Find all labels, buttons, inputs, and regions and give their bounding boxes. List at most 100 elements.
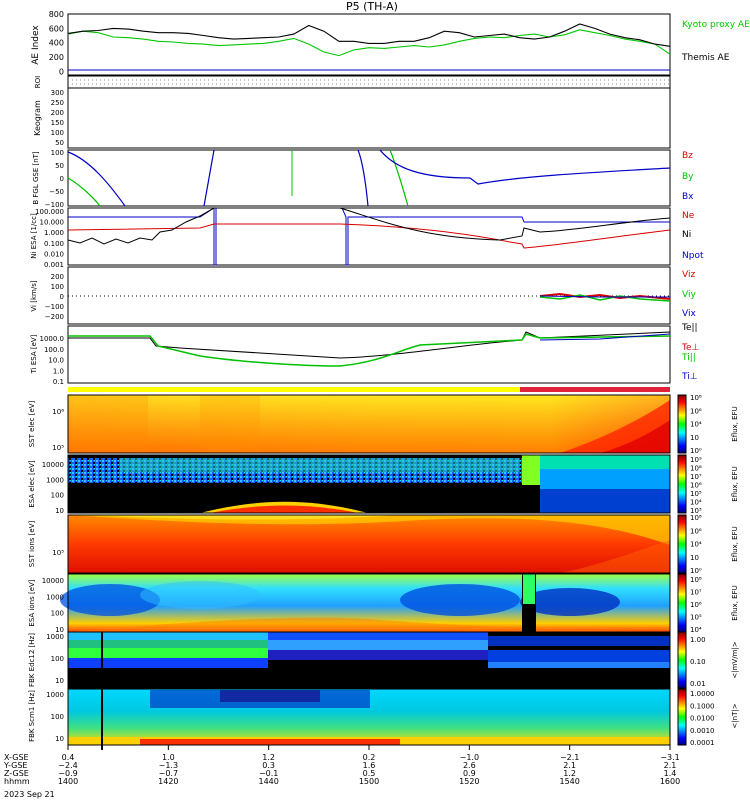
roi-label: ROI — [34, 76, 42, 88]
density-ytick-label: 100.000 — [35, 208, 64, 216]
ae-ytick-label: 600 — [49, 24, 64, 33]
esa-e-ylabel: ESA elec [eV] — [28, 460, 36, 507]
mode-bar — [68, 387, 670, 392]
cb-label: <|nT|> — [731, 703, 739, 728]
velocity-panel: Vi [km/s] 2001000−100−200 Viz Viy Vix — [30, 267, 696, 324]
keogram-ytick-label: 250 — [51, 99, 64, 107]
colorbar-tick-label: 10⁶ — [690, 601, 702, 609]
fbk-b-ylabel: FBK Scm1 [Hz] — [28, 690, 36, 742]
legend-viz: Viz — [682, 270, 695, 280]
ephemeris-row-label: hhmm — [4, 777, 30, 786]
fbk-e-ytick-label: 100 — [51, 655, 64, 663]
legend-bz: Bz — [682, 151, 693, 161]
colorbar-tick-label: 10⁵ — [690, 614, 702, 622]
cb-label: Eflux, EFU — [731, 526, 739, 561]
temperature-ytick-label: 0.1 — [53, 378, 64, 386]
cb-label: Eflux, EFU — [731, 466, 739, 501]
b-ylabel: B FGL GSE [nT] — [32, 151, 40, 205]
colorbar-tick-label: 10⁴ — [690, 421, 702, 429]
legend-npot: Npot — [682, 251, 704, 261]
density-ytick-label: 1.000 — [44, 229, 64, 237]
density-ytick-label: 0.001 — [44, 261, 64, 269]
colorbar-tick-label: 10⁷ — [690, 473, 702, 481]
b-ytick-label: 50 — [55, 162, 64, 170]
fbk-e-ytick-label: 10 — [55, 677, 64, 685]
colorbar-tick-label: 1.00 — [690, 636, 706, 644]
colorbar-tick-label: 10⁰ — [690, 447, 702, 455]
legend-themis: Themis AE — [681, 53, 730, 63]
esa-e-ytick-label: 10 — [55, 507, 64, 515]
esa-e-ytick-label: 1000 — [46, 476, 64, 484]
legend-kyoto: Kyoto proxy AE — [682, 20, 750, 30]
temperature-ytick-label: 1000.0 — [40, 335, 65, 343]
date-label: 2023 Sep 21 — [4, 790, 55, 799]
density-ylabel: Ni ESA [1/cc] — [30, 213, 38, 259]
sst-e-ylabel: SST elec [eV] — [28, 400, 36, 447]
legend-tepar: Te|| — [681, 323, 698, 333]
density-panel: Ni ESA [1/cc] 100.000 10.000 1.000 0.100 0.0… — [30, 208, 704, 269]
velocity-ylabel: Vi [km/s] — [30, 280, 38, 311]
colorbar-tick-label: 10⁶ — [690, 407, 702, 415]
keogram-panel: Keogram 300 250 200 150 100 50 — [33, 88, 670, 148]
esa-ion-panel: ESA ions [eV] 10000 1000 100 10 — [28, 574, 670, 634]
fbk-b-ytick-label: 1000 — [46, 691, 64, 699]
legend-teperp: Te⊥ — [681, 343, 700, 353]
velocity-ytick-label: 0 — [60, 293, 64, 301]
ephemeris-value: 1500 — [359, 777, 379, 786]
ephemeris-value: 1540 — [559, 777, 579, 786]
esa-i-ytick-label: 10000 — [42, 577, 64, 585]
velocity-ytick-label: −200 — [45, 313, 64, 321]
fbk-e-ytick-label: 1000 — [46, 633, 64, 641]
esa-elec-panel: ESA elec [eV] 10000 1000 100 10 — [28, 455, 670, 515]
b-ytick-label: 0 — [60, 175, 64, 183]
colorbar-tick-label: 10⁰ — [690, 567, 702, 575]
colorbar-tick-label: 10⁲ — [690, 554, 699, 562]
ephemeris-value: 1600 — [660, 777, 680, 786]
colorbar-tick-label: 10⁴ — [690, 541, 702, 549]
ephemeris-table: X-GSE 0.4 1.0 1.2 0.2 −1.0 −2.1 −3.1 Y-GSE −2.4 −1… — [3, 745, 680, 786]
colorbar-tick-label: 10⁶ — [690, 482, 702, 490]
roi-panel: ROI — [34, 76, 670, 88]
colorbar-tick-label: 10⁸ — [690, 394, 702, 402]
ae-frame — [68, 14, 670, 75]
fbk-b-ytick-label: 10 — [55, 735, 64, 743]
cb-label: Eflux, EFU — [731, 585, 739, 620]
esa-e-ytick-label: 10000 — [42, 461, 64, 469]
density-ytick-label: 10.000 — [40, 219, 65, 227]
ae-index-panel: AE Index 800 600 400 200 0 Kyoto proxy AE Th… — [31, 10, 750, 76]
ae-ytick-label: 800 — [49, 10, 64, 19]
colorbar-tick-label: 10⁷ — [690, 589, 702, 597]
legend-bx: Bx — [682, 192, 694, 202]
fbk-e-panel: FBK Edc12 [Hz] 100010010 — [28, 632, 670, 688]
mode-bar-left — [68, 387, 520, 392]
keogram-label: Keogram — [33, 100, 42, 136]
temperature-ytick-label: 1.0 — [53, 367, 64, 375]
ae-ytick-label: 0 — [59, 67, 64, 76]
mode-bar-right — [520, 387, 670, 392]
temperature-ytick-label: 100.0 — [44, 346, 64, 354]
colorbar-tick-label: 10⁸ — [690, 465, 702, 473]
esa-e-ytick-label: 100 — [51, 492, 64, 500]
colorbar-tick-label: 10⁵ — [690, 490, 702, 498]
legend-by: By — [682, 172, 694, 182]
b-ytick-label: 100 — [51, 149, 64, 157]
legend-ne: Ne — [682, 211, 695, 221]
colorbar-tick-label: 0.1000 — [690, 702, 715, 710]
sst-ion-panel: SST ions [eV] 10⁵ — [28, 515, 670, 573]
legend-vix: Vix — [682, 309, 696, 319]
colorbar-tick-label: 10⁹ — [690, 456, 702, 464]
legend-viy: Viy — [682, 290, 696, 300]
velocity-ytick-label: 200 — [51, 273, 64, 281]
colorbar-tick-label: 10⁸ — [690, 576, 702, 584]
keogram-ytick-label: 100 — [51, 129, 64, 137]
colorbar-tick-label: 0.0001 — [690, 739, 715, 747]
ephemeris-value: 1520 — [459, 777, 479, 786]
ephemeris-value: 1400 — [58, 777, 78, 786]
esa-i-ytick-label: 1000 — [46, 593, 64, 601]
cb-label: Eflux, EFU — [731, 406, 739, 441]
ae-ylabel: AE Index — [31, 25, 41, 65]
colorbar-tick-label: 10⁸ — [690, 514, 702, 522]
ephemeris-value: 1440 — [258, 777, 278, 786]
legend-tipar: Ti|| — [681, 353, 696, 363]
temperature-ylabel: Ti ESA [eV] — [30, 334, 38, 374]
